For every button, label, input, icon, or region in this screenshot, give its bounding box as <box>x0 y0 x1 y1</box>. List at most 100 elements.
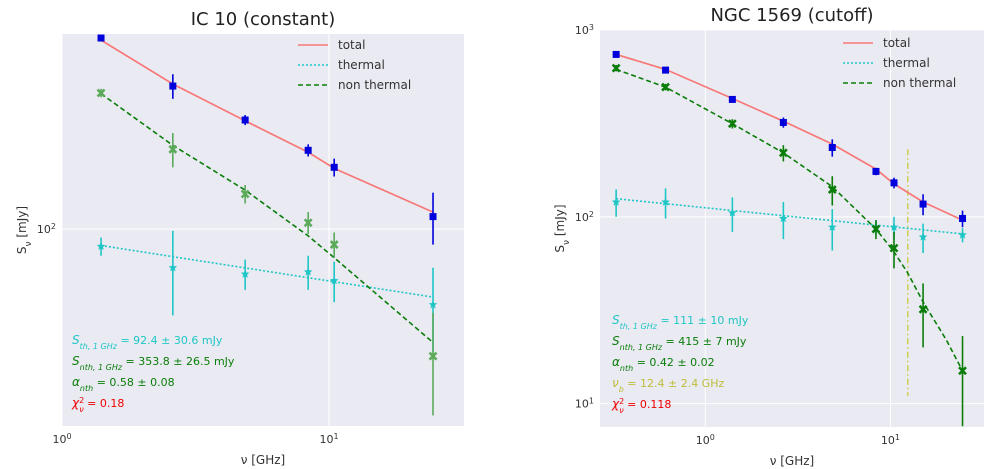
data-point-total-points <box>779 118 787 126</box>
y-axis-label: Sν [mJy] <box>15 206 34 254</box>
annotation-value: = 0.58 ± 0.08 <box>93 376 174 389</box>
annotation-symbol: α <box>612 355 620 369</box>
x-tick-label: 101 <box>320 432 339 447</box>
data-point-total-points <box>872 167 880 175</box>
legend-entry: thermal <box>883 56 930 70</box>
annotation-symbol: S <box>612 313 620 327</box>
annotation-value: = 0.18 <box>84 397 125 410</box>
annotation-subscript: ν <box>619 406 624 415</box>
annotation-value: = 353.8 ± 26.5 mJy <box>122 355 235 368</box>
data-point-thermal-points <box>779 214 788 223</box>
tick-base: 10 <box>52 433 66 446</box>
data-point-total-points <box>429 213 437 221</box>
data-point-total-points <box>959 214 967 222</box>
annotation-symbol: S <box>72 354 80 368</box>
data-point-total-points <box>662 66 670 74</box>
fit-annotation: αnth = 0.58 ± 0.08 <box>72 375 175 393</box>
annotation-subscript: nth <box>620 364 633 373</box>
y-label-subscript: ν <box>24 241 34 246</box>
tick-exponent: 2 <box>51 222 56 231</box>
series-line-total <box>100 39 434 213</box>
fit-annotation: χ2 ν = 0.118 <box>611 397 671 415</box>
y-label-symbol: S <box>15 246 29 254</box>
fit-annotation: χ2 ν = 0.18 <box>71 396 124 414</box>
annotation-value: = 0.118 <box>624 398 672 411</box>
data-point-non-thermal-points <box>871 224 881 234</box>
y-axis-label: Sν [mJy] <box>553 204 572 252</box>
y-tick-label: 101 <box>575 396 594 411</box>
data-point-non-thermal-points <box>329 240 339 250</box>
x-axis-label: ν [GHz] <box>770 454 815 468</box>
annotation-subscript: nth <box>80 384 93 393</box>
annotation-symbol: χ <box>611 397 620 411</box>
plot-area <box>600 30 984 427</box>
data-point-non-thermal-points <box>168 144 178 154</box>
tick-base: 10 <box>37 223 51 236</box>
data-point-non-thermal-points <box>428 351 438 361</box>
tick-exponent: 1 <box>334 432 339 441</box>
chart-title: IC 10 (constant) <box>191 9 336 30</box>
fit-annotation: Snth, 1 GHz = 415 ± 7 mJy <box>612 334 747 352</box>
y-label-symbol: S <box>553 245 567 253</box>
annotation-value: = 111 ± 10 mJy <box>657 314 749 327</box>
tick-base: 10 <box>575 398 589 411</box>
annotation-subscript: b <box>619 385 624 394</box>
tick-base: 10 <box>575 24 589 37</box>
data-point-non-thermal-points <box>661 82 670 92</box>
tick-base: 10 <box>575 211 589 224</box>
annotation-symbol: χ <box>71 396 80 410</box>
data-point-total-points <box>97 34 105 42</box>
tick-exponent: 0 <box>66 432 71 441</box>
fit-annotation: Snth, 1 GHz = 353.8 ± 26.5 mJy <box>72 354 235 372</box>
tick-exponent: 1 <box>589 396 594 405</box>
legend-entry: thermal <box>338 58 385 72</box>
data-point-non-thermal-points <box>918 304 928 314</box>
series-line-non-thermal <box>100 93 434 344</box>
data-point-thermal-points <box>661 197 670 206</box>
fit-annotation: νb = 12.4 ± 2.4 GHz <box>612 376 724 394</box>
annotation-subscript: th, 1 GHz <box>80 342 118 351</box>
fit-annotation: Sth, 1 GHz = 92.4 ± 30.6 mJy <box>72 333 223 351</box>
annotation-subscript: nth, 1 GHz <box>620 343 663 352</box>
data-point-thermal-points <box>958 230 967 239</box>
tick-base: 10 <box>881 434 895 447</box>
data-point-non-thermal-points <box>303 218 313 228</box>
data-point-thermal-points <box>918 232 928 241</box>
annotation-subscript: nth, 1 GHz <box>80 363 123 372</box>
annotation-symbol: ν <box>612 376 619 390</box>
data-point-thermal-points <box>96 241 106 250</box>
data-point-total-points <box>728 95 736 103</box>
annotation-value: = 92.4 ± 30.6 mJy <box>117 334 223 347</box>
x-axis-label: ν [GHz] <box>241 453 286 467</box>
y-tick-label: 102 <box>575 209 594 224</box>
data-point-total-points <box>241 116 249 124</box>
data-point-total-points <box>919 200 927 208</box>
data-point-non-thermal-points <box>727 119 737 129</box>
x-tick-label: 101 <box>881 433 900 448</box>
data-point-thermal-points <box>240 269 250 278</box>
data-point-total-points <box>330 163 338 171</box>
data-point-non-thermal-points <box>889 243 899 253</box>
annotation-value: = 0.42 ± 0.02 <box>633 356 714 369</box>
data-point-total-points <box>612 50 620 58</box>
data-point-thermal-points <box>329 276 339 285</box>
annotation-value: = 12.4 ± 2.4 GHz <box>624 377 725 390</box>
x-tick-label: 100 <box>52 432 71 447</box>
annotation-symbol: S <box>612 334 620 348</box>
annotation-superscript: 2 <box>79 396 84 405</box>
tick-base: 10 <box>320 433 334 446</box>
data-point-thermal-points <box>728 208 737 217</box>
y-tick-label: 102 <box>37 222 56 237</box>
legend-entry: non thermal <box>338 78 411 92</box>
data-point-thermal-points <box>428 300 438 309</box>
data-point-non-thermal-points <box>778 148 788 158</box>
data-point-non-thermal-points <box>958 366 967 376</box>
tick-exponent: 1 <box>895 433 900 442</box>
x-tick-label: 100 <box>696 433 715 448</box>
data-point-thermal-points <box>303 267 313 276</box>
data-point-non-thermal-points <box>611 63 621 73</box>
data-point-total-points <box>169 82 177 90</box>
legend-entry: total <box>338 38 365 52</box>
